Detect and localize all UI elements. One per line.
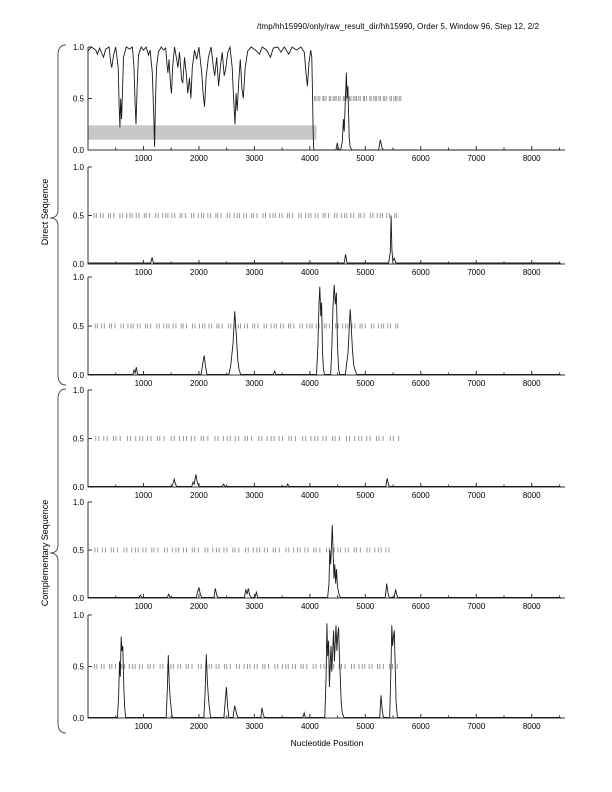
x-tick-label: 3000: [245, 268, 263, 277]
x-tick-label: 5000: [356, 722, 374, 731]
panel-direct-frame-1: 0.0 0.5 1.0 1000 2000 3000 4000 5000 6000 7000 800…: [73, 43, 565, 163]
x-tick-label: 2000: [190, 491, 208, 500]
x-tick-label: 2000: [190, 379, 208, 388]
y-tick-label: 0.0: [73, 714, 85, 723]
y-tick-label: 1.0: [73, 498, 85, 507]
y-tick-label: 1.0: [73, 163, 85, 172]
x-tick-label: 1000: [135, 602, 153, 611]
x-tick-label: 8000: [523, 154, 541, 163]
x-tick-label: 7000: [467, 154, 485, 163]
x-tick-label: 7000: [467, 602, 485, 611]
x-tick-label: 7000: [467, 379, 485, 388]
x-tick-label: 4000: [301, 602, 319, 611]
x-tick-label: 4000: [301, 491, 319, 500]
y-tick-label: 0.5: [73, 211, 85, 220]
y-tick-label: 1.0: [73, 43, 85, 52]
panel-complementary-frame-3: 0.0 0.5 1.0 1000 2000 3000 4000 5000 6000 7000 800…: [73, 611, 565, 731]
x-tick-label: 1000: [135, 491, 153, 500]
y-tick-label: 1.0: [73, 386, 85, 395]
axes: [87, 167, 565, 265]
x-tick-label: 6000: [412, 491, 430, 500]
panel-complementary-frame-1: 0.0 0.5 1.0 1000 2000 3000 4000 5000 6000 7000 800…: [73, 386, 565, 500]
shaded-region: [88, 125, 317, 140]
probability-curve: [88, 474, 561, 487]
x-tick-label: 7000: [467, 268, 485, 277]
y-tick-label: 0.5: [73, 434, 85, 443]
x-tick-label: 5000: [356, 268, 374, 277]
panels-root: 0.0 0.5 1.0 1000 2000 3000 4000 5000 6000 7000 800…: [73, 43, 565, 731]
probability-curve: [88, 284, 561, 375]
x-tick-label: 8000: [523, 268, 541, 277]
x-tick-label: 6000: [412, 379, 430, 388]
x-tick-label: 1000: [135, 379, 153, 388]
x-tick-label: 2000: [190, 268, 208, 277]
complementary-group-brace: [49, 388, 67, 734]
x-tick-label: 3000: [245, 602, 263, 611]
x-tick-label: 7000: [467, 722, 485, 731]
x-tick-label: 1000: [135, 268, 153, 277]
x-tick-label: 1000: [135, 154, 153, 163]
x-tick-label: 5000: [356, 379, 374, 388]
x-tick-label: 8000: [523, 722, 541, 731]
x-tick-label: 5000: [356, 154, 374, 163]
x-tick-label: 7000: [467, 491, 485, 500]
x-axis-label: Nucleotide Position: [290, 738, 364, 748]
x-tick-label: 8000: [523, 379, 541, 388]
x-tick-label: 4000: [301, 722, 319, 731]
x-tick-label: 3000: [245, 722, 263, 731]
x-tick-label: 6000: [412, 154, 430, 163]
y-tick-label: 0.0: [73, 594, 85, 603]
plot-title: /tmp/hh15990/only/raw_result_dir/hh15990…: [256, 22, 540, 31]
x-tick-label: 4000: [301, 268, 319, 277]
x-tick-label: 8000: [523, 491, 541, 500]
y-tick-label: 0.0: [73, 260, 85, 269]
y-tick-label: 1.0: [73, 611, 85, 620]
x-tick-label: 6000: [412, 722, 430, 731]
y-tick-label: 0.5: [73, 546, 85, 555]
x-tick-label: 6000: [412, 602, 430, 611]
x-tick-label: 4000: [301, 379, 319, 388]
y-tick-label: 0.0: [73, 483, 85, 492]
x-tick-label: 2000: [190, 602, 208, 611]
y-tick-label: 1.0: [73, 273, 85, 282]
panel-direct-frame-3: 0.0 0.5 1.0 1000 2000 3000 4000 5000 6000 7000 800…: [73, 273, 565, 388]
probability-curve: [87, 45, 561, 151]
x-tick-label: 8000: [523, 602, 541, 611]
x-tick-label: 6000: [412, 268, 430, 277]
probability-curve: [88, 623, 561, 718]
y-tick-label: 0.5: [73, 322, 85, 331]
direct-group-brace: [49, 44, 67, 386]
panel-direct-frame-2: 0.0 0.5 1.0 1000 2000 3000 4000 5000 6000 7000 800…: [73, 163, 565, 277]
y-tick-label: 0.5: [73, 662, 85, 671]
x-tick-label: 5000: [356, 602, 374, 611]
probability-curve: [88, 524, 561, 598]
panel-complementary-frame-2: 0.0 0.5 1.0 1000 2000 3000 4000 5000 6000 7000 800…: [73, 498, 565, 611]
x-tick-label: 5000: [356, 491, 374, 500]
x-tick-label: 2000: [190, 154, 208, 163]
x-tick-label: 3000: [245, 379, 263, 388]
x-tick-label: 3000: [245, 491, 263, 500]
y-tick-label: 0.5: [73, 94, 85, 103]
x-tick-label: 2000: [190, 722, 208, 731]
y-tick-label: 0.0: [73, 146, 85, 155]
x-tick-label: 1000: [135, 722, 153, 731]
x-tick-label: 3000: [245, 154, 263, 163]
probability-curve: [88, 215, 561, 264]
x-tick-label: 4000: [301, 154, 319, 163]
y-tick-label: 0.0: [73, 371, 85, 380]
